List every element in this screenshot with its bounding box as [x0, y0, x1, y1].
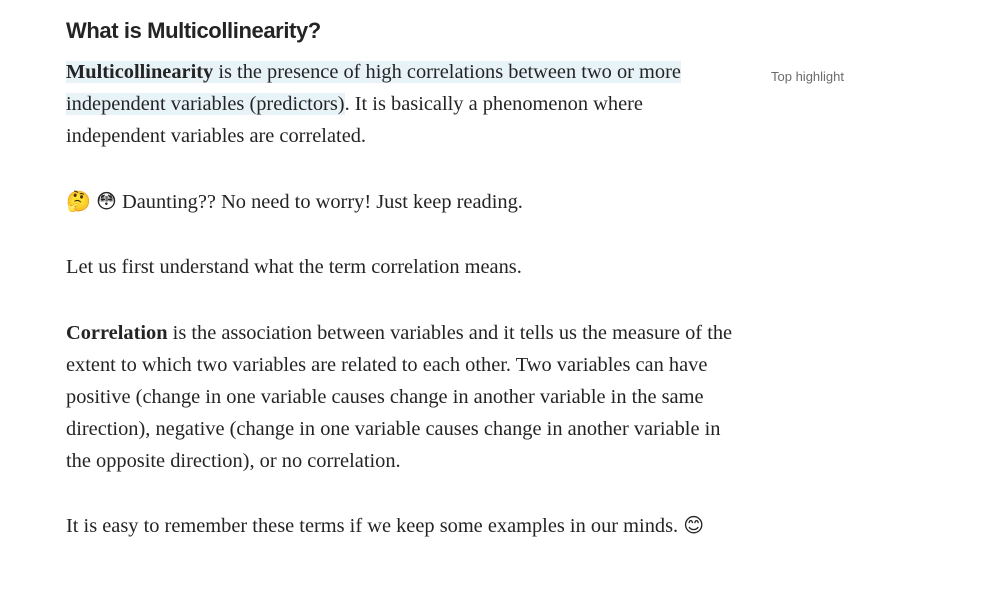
paragraph-intro-correlation: Let us first understand what the term co…	[66, 256, 522, 278]
paragraph-daunting: 🤔 😳 Daunting?? No need to worry! Just ke…	[66, 186, 742, 218]
term-correlation: Correlation	[66, 322, 168, 344]
correlation-definition: is the association between variables and…	[66, 322, 733, 472]
article-body: What is Multicollinearity? Multicollinea…	[66, 14, 742, 542]
definition-rest: . It is basically a phenomenon where ind…	[66, 93, 643, 147]
paragraph-definition: Multicollinearity is the presence of hig…	[66, 56, 742, 152]
smiling-face-icon: 😊	[683, 513, 705, 537]
examples-text: It is easy to remember these terms if we…	[66, 515, 684, 537]
term-multicollinearity: Multicollinearity	[66, 61, 214, 83]
paragraph-examples: It is easy to remember these terms if we…	[66, 510, 742, 542]
daunting-text: Daunting?? No need to worry! Just keep r…	[121, 191, 523, 213]
top-highlight-label: Top highlight	[771, 69, 844, 84]
flushed-face-icon: 😳	[96, 189, 117, 213]
thinking-face-icon: 🤔	[66, 189, 91, 213]
highlight-rest: is the presence of high correlations bet…	[66, 61, 681, 115]
paragraph-correlation: Correlation is the association between v…	[66, 317, 742, 477]
section-heading: What is Multicollinearity?	[66, 18, 321, 43]
